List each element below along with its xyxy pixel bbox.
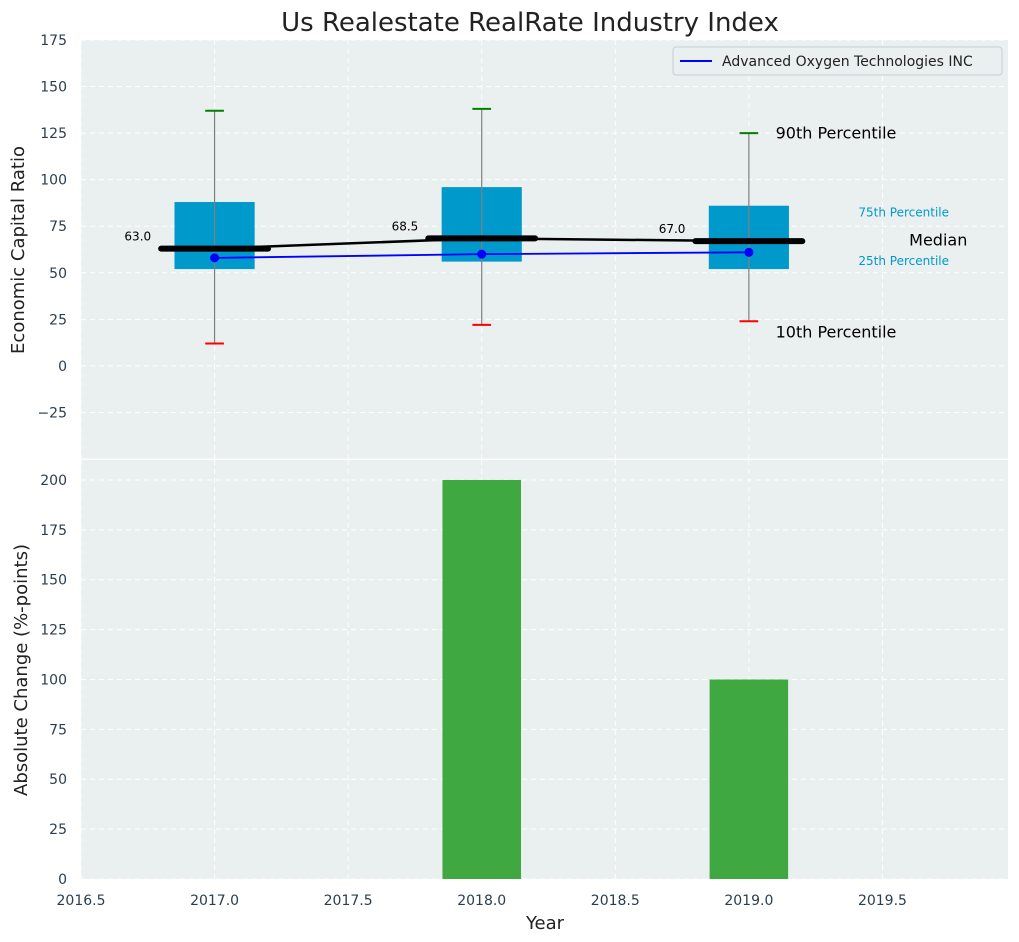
top-y-tick-label: 100 bbox=[40, 173, 67, 189]
top-grid bbox=[80, 39, 1008, 459]
bar-2019 bbox=[709, 679, 789, 879]
bar-2018 bbox=[442, 479, 521, 879]
legend: Advanced Oxygen Technologies INC bbox=[672, 46, 1003, 76]
bottom-y-tick-label: 50 bbox=[49, 772, 67, 788]
top-y-tick-label: 125 bbox=[40, 126, 67, 142]
annotation-p90: 90th Percentile bbox=[776, 124, 897, 143]
x-axis-label: Year bbox=[525, 913, 565, 934]
top-y-tick-label: 50 bbox=[49, 266, 67, 282]
x-tick-label: 2016.5 bbox=[57, 893, 106, 909]
top-y-ticks: −25 0 25 50 75 100 125 150 175 bbox=[37, 33, 67, 421]
top-y-tick-label: 175 bbox=[40, 33, 67, 49]
bottom-panel: 0 25 50 75 100 125 150 175 200 Absolute Change (… bbox=[11, 460, 1008, 888]
top-y-axis-label: Economic Capital Ratio bbox=[8, 146, 29, 354]
bottom-grid bbox=[80, 460, 1008, 880]
bottom-y-tick-label: 75 bbox=[49, 722, 67, 738]
bottom-y-tick-label: 0 bbox=[58, 872, 67, 888]
bottom-y-tick-label: 175 bbox=[40, 523, 67, 539]
bottom-bars bbox=[442, 479, 789, 879]
top-y-tick-label: 75 bbox=[49, 219, 67, 235]
bottom-y-tick-label: 200 bbox=[40, 473, 67, 489]
bottom-y-tick-label: 25 bbox=[49, 822, 67, 838]
top-panel: −25 0 25 50 75 100 125 150 175 63.0 68.5 67.0 90th… bbox=[8, 33, 1008, 459]
x-tick-label: 2017.5 bbox=[324, 893, 373, 909]
top-y-tick-label: 25 bbox=[49, 312, 67, 328]
top-y-tick-label: 0 bbox=[58, 359, 67, 375]
bottom-y-tick-label: 125 bbox=[40, 623, 67, 639]
annotation-p25: 25th Percentile bbox=[858, 254, 949, 268]
top-y-tick-label: 150 bbox=[40, 80, 67, 96]
legend-box bbox=[672, 46, 1003, 76]
legend-label: Advanced Oxygen Technologies INC bbox=[722, 54, 973, 70]
company-point-2019 bbox=[744, 247, 754, 257]
median-value-label-2019: 67.0 bbox=[659, 222, 686, 236]
x-tick-label: 2017.0 bbox=[190, 893, 239, 909]
x-tick-label: 2019.0 bbox=[724, 893, 773, 909]
annotation-p10: 10th Percentile bbox=[776, 323, 897, 342]
x-tick-label: 2018.0 bbox=[457, 893, 506, 909]
chart-title: Us Realestate RealRate Industry Index bbox=[281, 8, 779, 38]
x-tick-label: 2019.5 bbox=[858, 893, 907, 909]
bottom-plot-background bbox=[81, 460, 1008, 879]
x-tick-label: 2018.5 bbox=[591, 893, 640, 909]
median-value-label-2018: 68.5 bbox=[392, 219, 419, 233]
top-annotations: 90th Percentile 75th Percentile Median 25th… bbox=[776, 124, 968, 342]
median-value-label-2017: 63.0 bbox=[124, 230, 151, 244]
bottom-y-ticks: 0 25 50 75 100 125 150 175 200 bbox=[40, 473, 67, 888]
annotation-p75: 75th Percentile bbox=[858, 206, 949, 220]
top-marks: 63.0 68.5 67.0 bbox=[124, 107, 806, 345]
company-point-2017 bbox=[210, 253, 220, 263]
bottom-y-tick-label: 150 bbox=[40, 573, 67, 589]
bottom-y-tick-label: 100 bbox=[40, 672, 67, 688]
company-point-2018 bbox=[477, 249, 487, 259]
top-y-tick-label: −25 bbox=[37, 405, 67, 421]
annotation-median: Median bbox=[909, 231, 967, 250]
x-ticks: 2016.5 2017.0 2017.5 2018.0 2018.5 2019.0 2019… bbox=[57, 893, 907, 909]
bottom-y-axis-label: Absolute Change (%-points) bbox=[11, 544, 32, 796]
